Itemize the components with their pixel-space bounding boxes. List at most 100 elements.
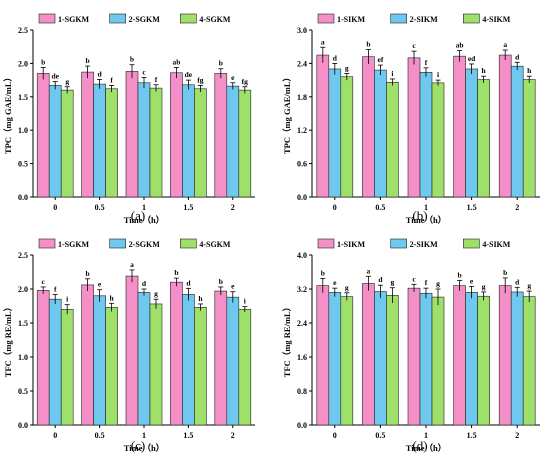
legend-label: 4-SGKM bbox=[199, 240, 231, 249]
significance-letter: c bbox=[142, 67, 146, 76]
panel-label: (c) bbox=[131, 438, 145, 453]
legend-label: 2-SIKM bbox=[410, 240, 438, 249]
y-tick-label: 2.4 bbox=[297, 59, 307, 68]
y-tick-label: 2.4 bbox=[297, 319, 307, 328]
y-tick-label: 1.8 bbox=[297, 93, 307, 102]
y-tick-label: 3.0 bbox=[297, 26, 307, 35]
legend-swatch bbox=[317, 238, 335, 249]
y-tick-label: 1.6 bbox=[297, 353, 307, 362]
significance-letter: d bbox=[142, 279, 147, 288]
bar bbox=[105, 307, 118, 426]
bar bbox=[374, 291, 387, 426]
x-tick-label: 1.5 bbox=[467, 431, 477, 440]
bar bbox=[374, 69, 387, 198]
y-tick-label: 0.0 bbox=[297, 193, 307, 202]
y-tick-label: 1.5 bbox=[18, 93, 28, 102]
bar bbox=[48, 298, 62, 426]
bar bbox=[137, 292, 151, 426]
significance-letter: f bbox=[425, 58, 428, 67]
x-tick-label: 2 bbox=[515, 203, 519, 212]
significance-letter: fg bbox=[197, 75, 203, 84]
significance-letter: e bbox=[231, 282, 235, 291]
significance-letter: ab bbox=[172, 57, 180, 66]
bar bbox=[238, 89, 252, 198]
bar bbox=[125, 275, 139, 426]
bar bbox=[238, 309, 252, 426]
legend-label: 1-SIKM bbox=[337, 15, 365, 24]
bar bbox=[407, 57, 421, 198]
bar bbox=[522, 296, 536, 426]
bar bbox=[340, 76, 354, 198]
significance-letter: a bbox=[130, 260, 134, 269]
legend-swatch bbox=[463, 238, 480, 249]
x-tick-label: 1 bbox=[424, 431, 428, 440]
significance-letter: c bbox=[412, 41, 416, 50]
significance-letter: c bbox=[412, 274, 416, 283]
significance-letter: h bbox=[198, 294, 203, 303]
bar bbox=[149, 303, 163, 426]
bar bbox=[510, 65, 524, 198]
significance-letter: g bbox=[527, 281, 531, 290]
x-axis-title: Time（h） bbox=[406, 215, 446, 225]
significance-letter: d bbox=[186, 278, 191, 287]
bar bbox=[226, 85, 240, 198]
significance-letter: b bbox=[130, 55, 134, 64]
x-tick-label: 0.5 bbox=[95, 203, 105, 212]
x-tick-label: 0.5 bbox=[375, 431, 385, 440]
significance-letter: b bbox=[219, 277, 223, 286]
legend-swatch bbox=[180, 238, 197, 249]
x-axis-title: Time（h） bbox=[124, 215, 164, 225]
bar bbox=[362, 56, 375, 198]
significance-letter: g bbox=[482, 282, 486, 291]
bar bbox=[477, 79, 490, 198]
bar bbox=[36, 73, 50, 198]
x-tick-label: 1.5 bbox=[183, 431, 193, 440]
legend-label: 1-SGKM bbox=[58, 240, 90, 249]
legend-swatch bbox=[390, 238, 407, 249]
significance-letter: d bbox=[98, 69, 103, 78]
significance-letter: ef bbox=[377, 55, 383, 64]
significance-letter: i bbox=[437, 70, 439, 79]
significance-letter: b bbox=[86, 269, 90, 278]
bar bbox=[170, 281, 183, 426]
bar bbox=[386, 82, 399, 198]
y-tick-label: 0.0 bbox=[18, 193, 28, 202]
legend-label: 4-SGKM bbox=[199, 15, 231, 24]
y-tick-label: 1.5 bbox=[18, 319, 28, 328]
bar bbox=[149, 87, 163, 198]
y-tick-label: 0.5 bbox=[18, 160, 28, 169]
bar bbox=[522, 79, 536, 198]
significance-letter: de bbox=[51, 71, 59, 80]
significance-letter: e bbox=[333, 278, 337, 287]
significance-letter: g bbox=[345, 63, 349, 72]
bar bbox=[498, 54, 512, 198]
significance-letter: b bbox=[174, 268, 178, 277]
bar bbox=[194, 307, 207, 426]
bar bbox=[182, 84, 195, 198]
bar bbox=[453, 285, 466, 426]
significance-letter: f bbox=[110, 75, 113, 84]
bar bbox=[194, 88, 207, 198]
legend-swatch bbox=[38, 238, 56, 249]
significance-letter: c bbox=[42, 277, 46, 286]
x-tick-label: 2 bbox=[231, 431, 235, 440]
bar bbox=[407, 287, 421, 426]
panel-label: (a) bbox=[131, 208, 145, 223]
significance-letter: ab bbox=[456, 41, 464, 50]
significance-letter: h bbox=[110, 293, 115, 302]
significance-letter: f bbox=[155, 75, 158, 84]
legend-label: 4-SIKM bbox=[482, 240, 510, 249]
legend-swatch bbox=[463, 13, 480, 24]
x-tick-label: 1.5 bbox=[467, 203, 477, 212]
bar bbox=[125, 71, 139, 198]
legend-label: 2-SGKM bbox=[129, 15, 161, 24]
bar bbox=[81, 71, 94, 198]
bar bbox=[105, 88, 118, 198]
bar bbox=[340, 296, 354, 426]
bar bbox=[453, 55, 466, 198]
y-tick-label: 0.0 bbox=[18, 421, 28, 430]
legend-label: 1-SGKM bbox=[58, 15, 90, 24]
bar bbox=[386, 295, 399, 426]
